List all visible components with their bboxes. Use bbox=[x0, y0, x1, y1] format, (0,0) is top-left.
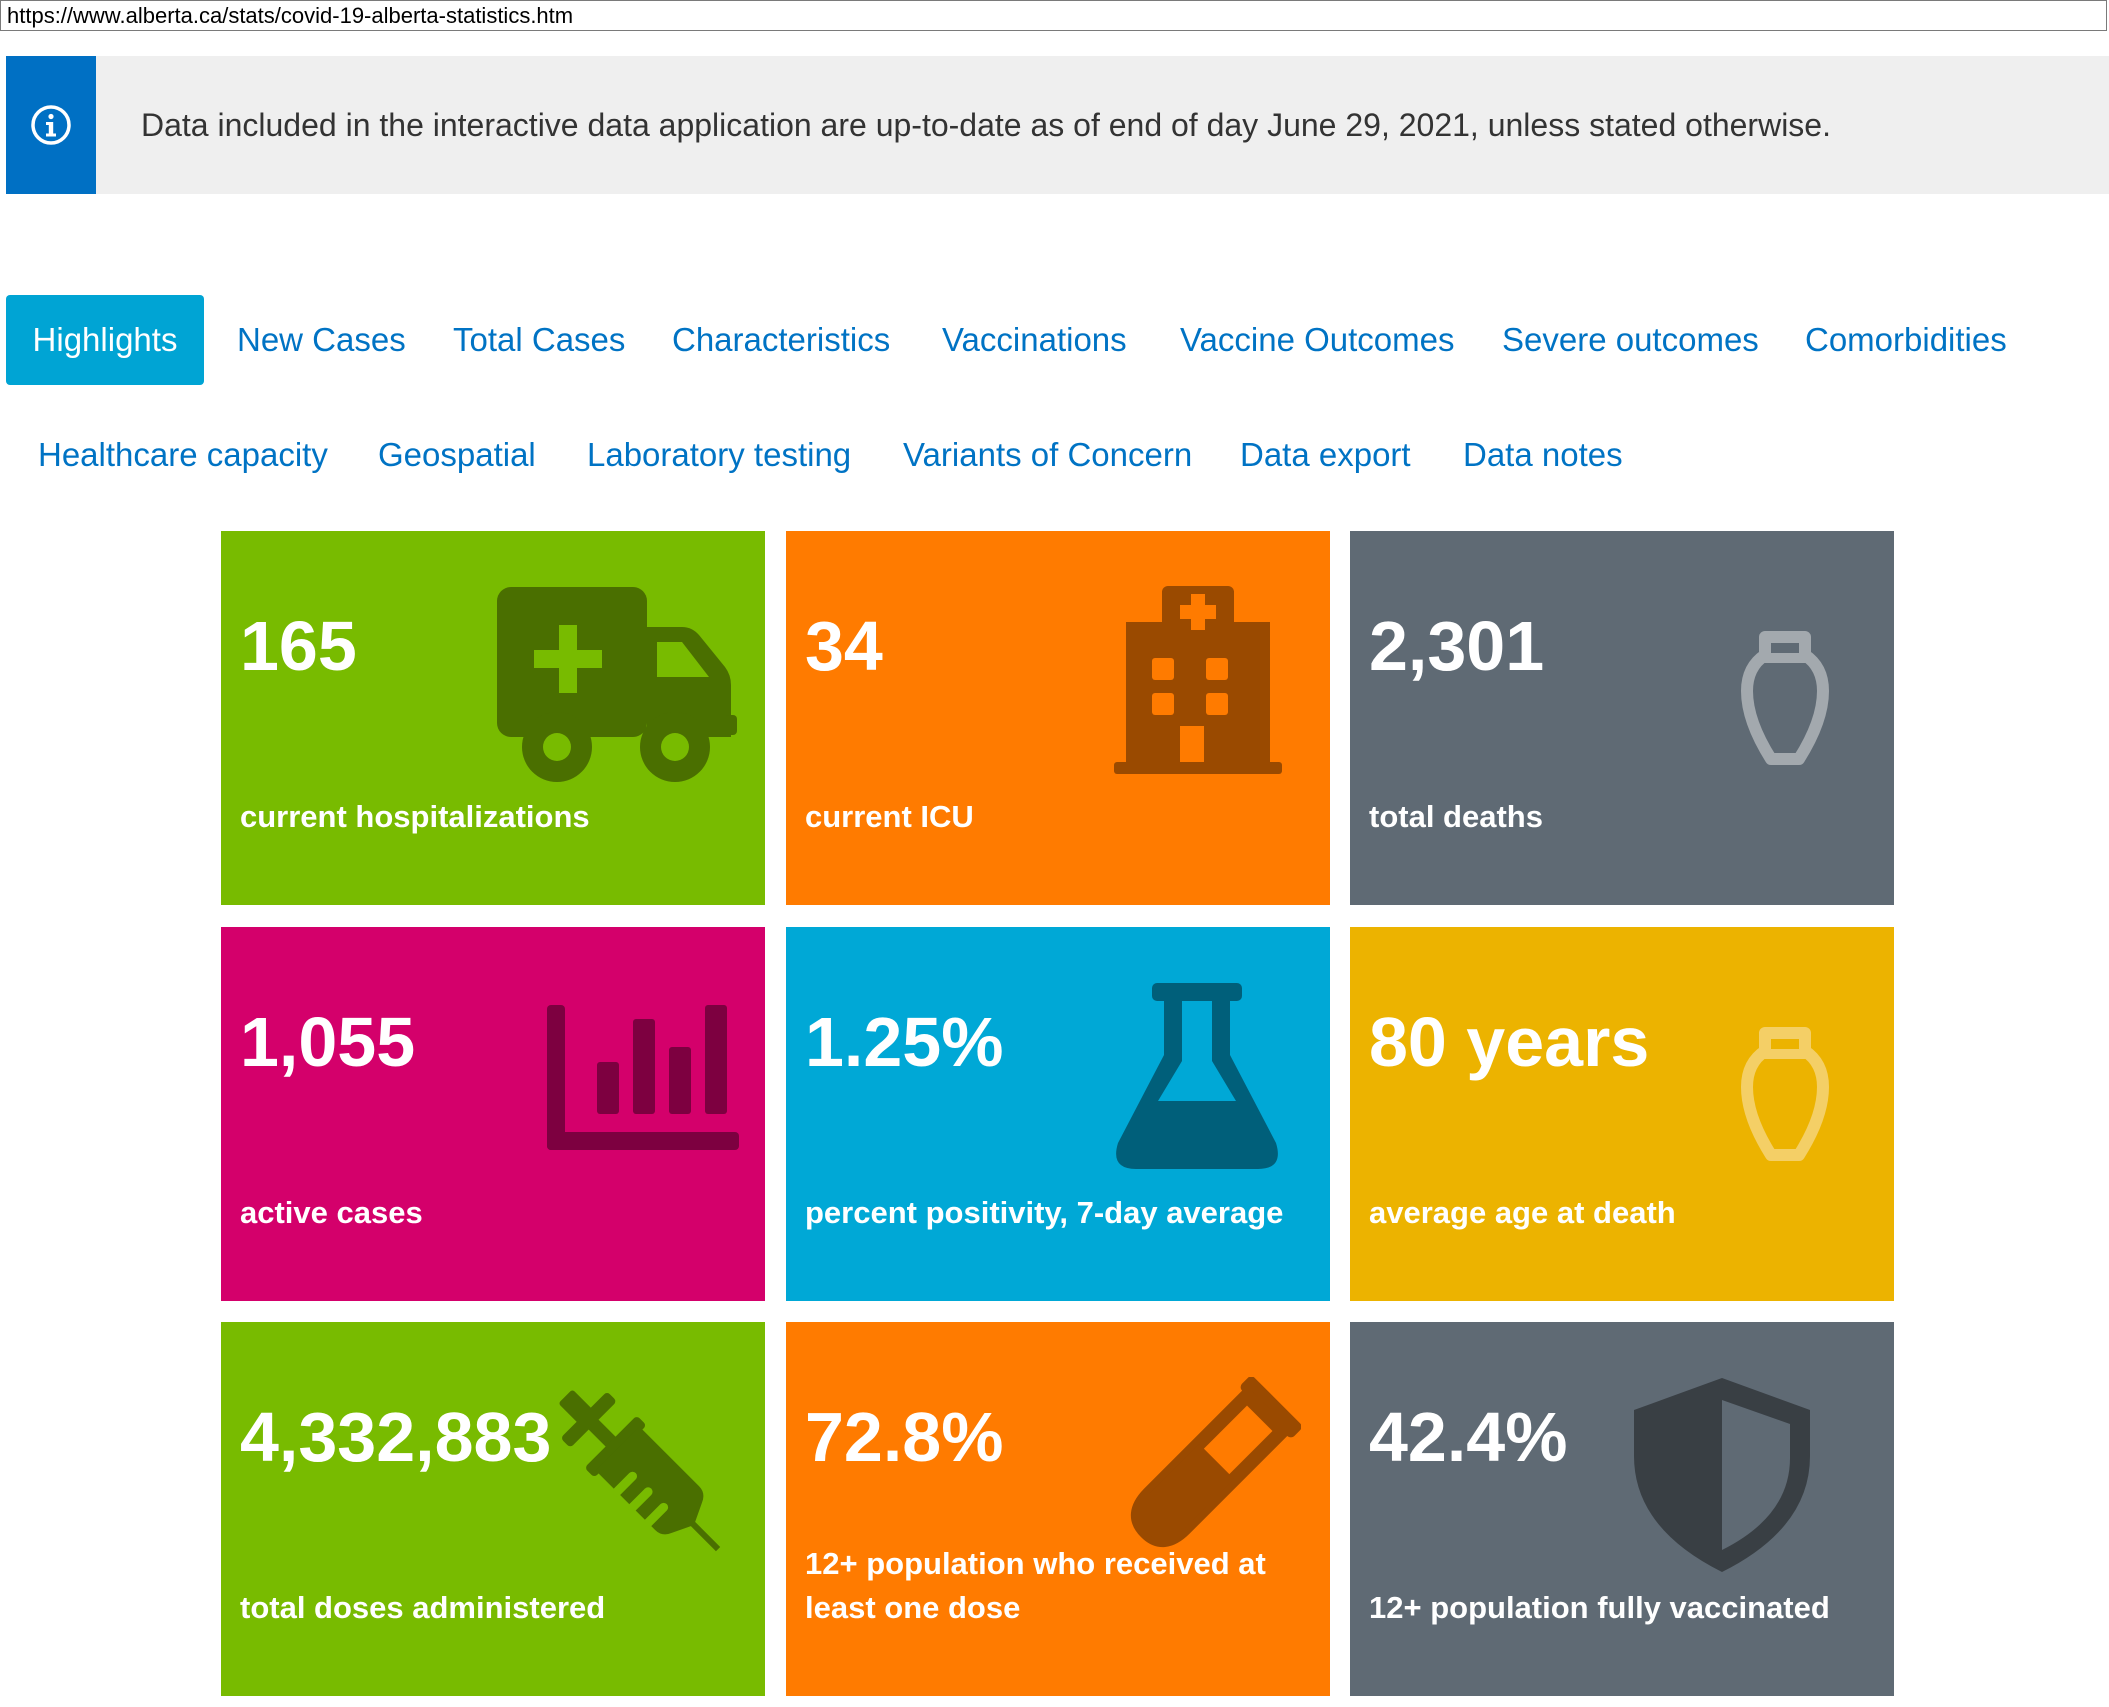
tile-value: 4,332,883 bbox=[240, 1398, 552, 1476]
tile-label: 12+ population fully vaccinated bbox=[1369, 1590, 1830, 1625]
tile-total-doses-administered: 4,332,883 total doses administered bbox=[221, 1322, 765, 1696]
hospital-icon bbox=[1114, 586, 1282, 774]
tab-geospatial[interactable]: Geospatial bbox=[378, 436, 536, 473]
tile-label: total doses administered bbox=[240, 1590, 606, 1625]
tab-data-export[interactable]: Data export bbox=[1240, 436, 1411, 473]
flask-icon bbox=[1116, 983, 1278, 1169]
tile-average-age-at-death: 80 years average age at death bbox=[1350, 927, 1894, 1301]
info-icon bbox=[31, 105, 71, 145]
tab-new-cases[interactable]: New Cases bbox=[237, 321, 406, 358]
notice-text: Data included in the interactive data ap… bbox=[141, 107, 1831, 143]
tab-data-notes[interactable]: Data notes bbox=[1463, 436, 1623, 473]
tile-label: active cases bbox=[240, 1195, 423, 1230]
urn-icon bbox=[1741, 1027, 1829, 1161]
ambulance-icon bbox=[497, 587, 737, 782]
tile-label: current ICU bbox=[805, 799, 974, 834]
tile-value: 165 bbox=[240, 607, 357, 685]
tab-characteristics[interactable]: Characteristics bbox=[672, 321, 891, 358]
syringe-icon bbox=[559, 1390, 721, 1552]
tile-label: 12+ population who received at least one… bbox=[805, 1546, 1266, 1625]
tile-12plus-one-dose: 72.8% 12+ population who received at lea… bbox=[786, 1322, 1330, 1696]
tile-value: 1,055 bbox=[240, 1003, 416, 1081]
address-bar[interactable]: https://www.alberta.ca/stats/covid-19-al… bbox=[0, 0, 2107, 31]
bar-chart-icon bbox=[547, 1005, 739, 1150]
tab-severe-outcomes[interactable]: Severe outcomes bbox=[1502, 321, 1759, 358]
tile-value: 72.8% bbox=[805, 1398, 1004, 1476]
tile-current-hospitalizations: 165 current hospitalizations bbox=[221, 531, 765, 905]
tab-vaccine-outcomes[interactable]: Vaccine Outcomes bbox=[1180, 321, 1455, 358]
tile-percent-positivity: 1.25% percent positivity, 7-day average bbox=[786, 927, 1330, 1301]
tile-value: 2,301 bbox=[1369, 607, 1545, 685]
tab-comorbidities[interactable]: Comorbidities bbox=[1805, 321, 2007, 358]
tile-label: average age at death bbox=[1369, 1195, 1676, 1230]
tile-total-deaths: 2,301 total deaths bbox=[1350, 531, 1894, 905]
tile-value: 42.4% bbox=[1369, 1398, 1568, 1476]
tab-variants-of-concern[interactable]: Variants of Concern bbox=[903, 436, 1193, 473]
tile-label: percent positivity, 7-day average bbox=[805, 1195, 1284, 1230]
tab-highlights[interactable]: Highlights bbox=[6, 295, 204, 385]
urn-icon bbox=[1741, 631, 1829, 765]
tile-current-icu: 34 current ICU bbox=[786, 531, 1330, 905]
tile-label: total deaths bbox=[1369, 799, 1543, 834]
test-tube-icon bbox=[1130, 1377, 1301, 1548]
tab-laboratory-testing[interactable]: Laboratory testing bbox=[587, 436, 852, 473]
tab-total-cases[interactable]: Total Cases bbox=[453, 321, 626, 358]
tile-12plus-fully-vaccinated: 42.4% 12+ population fully vaccinated bbox=[1350, 1322, 1894, 1696]
tab-vaccinations[interactable]: Vaccinations bbox=[942, 321, 1127, 358]
info-icon-box bbox=[6, 56, 96, 194]
tile-value: 80 years bbox=[1369, 1003, 1650, 1081]
tile-active-cases: 1,055 active cases bbox=[221, 927, 765, 1301]
tile-value: 1.25% bbox=[805, 1003, 1004, 1081]
tile-value: 34 bbox=[805, 607, 883, 685]
tile-label: current hospitalizations bbox=[240, 799, 590, 834]
shield-icon bbox=[1634, 1378, 1810, 1572]
info-notice: Data included in the interactive data ap… bbox=[6, 56, 2109, 194]
tab-healthcare-capacity[interactable]: Healthcare capacity bbox=[38, 436, 328, 473]
